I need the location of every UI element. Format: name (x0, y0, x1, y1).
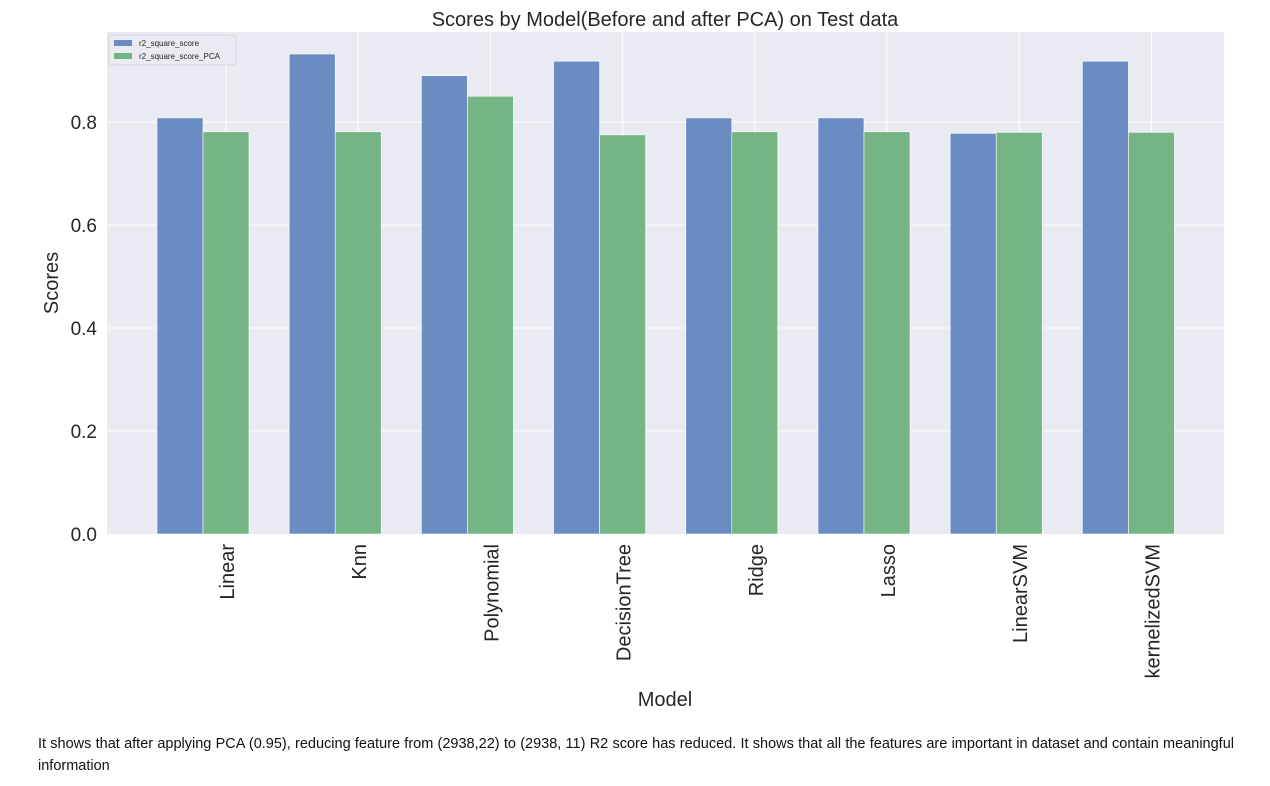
legend-swatch-r2-square-score-pca (114, 53, 132, 59)
legend-label-r2-square-score-pca: r2_square_score_PCA (139, 52, 221, 61)
plot-area (107, 32, 1224, 534)
x-tick-label-polynomial: Polynomial (481, 544, 503, 642)
legend-box (108, 34, 237, 66)
bar-r2-square-score-lasso (817, 117, 865, 535)
bar-r2-square-score-PCA-decisiontree (599, 134, 646, 535)
x-tick-label-decisiontree: DecisionTree (614, 544, 636, 661)
bar-r2-square-score-linearsvm (949, 133, 997, 535)
y-tick-label: 0.8 (71, 113, 97, 134)
bar-r2-square-score-PCA-kernelizedsvm (1128, 132, 1175, 535)
caption-text: It shows that after applying PCA (0.95),… (38, 736, 1234, 774)
bar-r2-square-score-kernelizedsvm (1082, 60, 1129, 535)
y-tick-label: 0.0 (71, 525, 97, 546)
bar-r2-square-score-PCA-ridge (731, 131, 779, 535)
x-tick-label-linear: Linear (217, 544, 239, 600)
x-tick-labels: Linear Knn Polynomial DecisionTree Ridge Lass… (217, 544, 1164, 679)
bar-r2-square-score-decisiontree (553, 60, 600, 535)
bar-r2-square-score-PCA-linear (202, 131, 250, 535)
x-tick-label-lasso: Lasso (878, 544, 900, 597)
bar-r2-square-score-ridge (685, 117, 733, 535)
chart-title: Scores by Model(Before and after PCA) on… (432, 9, 899, 31)
x-tick-label-kernelizedsvm: kernelizedSVM (1142, 544, 1164, 679)
bar-r2-square-score-knn (288, 53, 336, 535)
bar-r2-square-score-linear (156, 117, 204, 535)
x-tick-label-linearsvm: LinearSVM (1010, 544, 1032, 643)
x-tick-label-ridge: Ridge (746, 544, 768, 596)
y-tick-labels: 0.0 0.2 0.4 0.6 0.8 (71, 113, 98, 546)
legend: r2_square_score r2_square_score_PCA (108, 34, 237, 66)
bar-r2-square-score-PCA-polynomial (467, 95, 514, 535)
legend-swatch-r2-square-score (114, 40, 132, 46)
legend-label-r2-square-score: r2_square_score (139, 39, 200, 48)
bar-r2-square-score-PCA-knn (334, 131, 382, 535)
bar-r2-square-score-PCA-lasso (863, 131, 911, 535)
bar-r2-square-score-polynomial (421, 75, 468, 535)
x-axis-label: Model (638, 689, 692, 711)
bar-r2-square-score-PCA-linearsvm (995, 132, 1043, 535)
y-tick-label: 0.6 (71, 216, 97, 237)
y-axis-label: Scores (41, 252, 63, 314)
x-tick-label-knn: Knn (349, 544, 371, 580)
y-tick-label: 0.4 (71, 319, 98, 340)
bar-chart: 0.0 0.2 0.4 0.6 0.8 Linear Knn Polynomial Decis… (41, 9, 1224, 711)
y-tick-label: 0.2 (71, 422, 97, 443)
bars (156, 53, 1175, 535)
